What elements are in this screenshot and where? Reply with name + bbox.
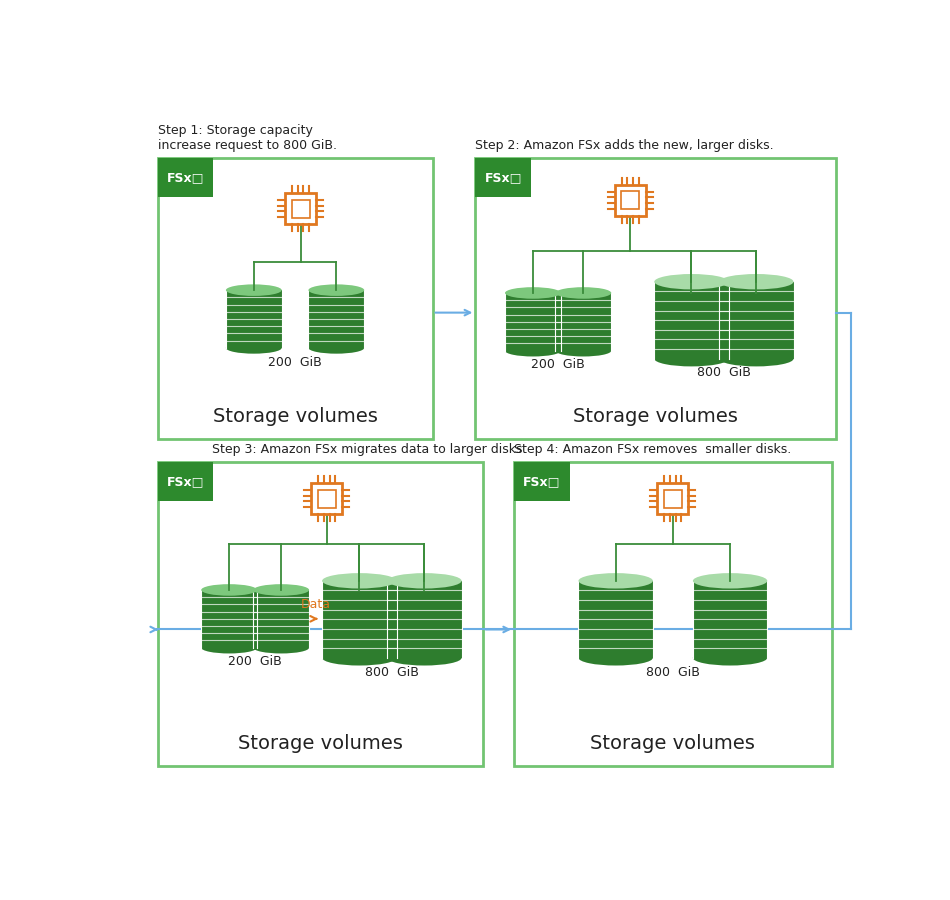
Bar xyxy=(158,463,483,767)
Bar xyxy=(292,200,310,218)
Text: 800  GiB: 800 GiB xyxy=(697,366,750,380)
Text: Storage volumes: Storage volumes xyxy=(213,407,377,426)
Bar xyxy=(388,580,462,658)
Ellipse shape xyxy=(201,642,257,653)
Bar xyxy=(285,194,316,224)
Text: FSx□: FSx□ xyxy=(166,171,204,184)
Ellipse shape xyxy=(322,650,396,665)
Ellipse shape xyxy=(556,345,611,356)
Bar xyxy=(693,580,768,658)
Bar xyxy=(475,158,531,196)
Ellipse shape xyxy=(505,345,560,356)
Bar xyxy=(317,490,335,508)
Bar xyxy=(719,282,793,359)
Bar xyxy=(312,483,342,514)
Ellipse shape xyxy=(201,584,257,596)
Bar xyxy=(657,483,689,514)
Bar xyxy=(615,184,646,216)
Ellipse shape xyxy=(254,642,309,653)
Bar xyxy=(664,490,682,508)
Text: 800  GiB: 800 GiB xyxy=(646,665,700,679)
Bar xyxy=(309,290,364,348)
Bar xyxy=(621,192,639,209)
Text: Storage volumes: Storage volumes xyxy=(591,734,755,752)
Bar xyxy=(158,463,214,500)
Text: Step 2: Amazon FSx adds the new, larger disks.: Step 2: Amazon FSx adds the new, larger … xyxy=(475,139,774,152)
Ellipse shape xyxy=(693,650,768,665)
Bar xyxy=(226,290,282,348)
Ellipse shape xyxy=(579,650,653,665)
Ellipse shape xyxy=(579,573,653,589)
Text: FSx□: FSx□ xyxy=(523,475,560,488)
Ellipse shape xyxy=(388,650,462,665)
Bar xyxy=(322,580,396,658)
Text: FSx□: FSx□ xyxy=(484,171,522,184)
Text: FSx□: FSx□ xyxy=(166,475,204,488)
Text: Data: Data xyxy=(300,598,331,611)
Ellipse shape xyxy=(556,287,611,299)
Text: Storage volumes: Storage volumes xyxy=(238,734,403,752)
Bar xyxy=(505,293,560,351)
Ellipse shape xyxy=(309,284,364,296)
Ellipse shape xyxy=(388,573,462,589)
Bar xyxy=(514,463,832,767)
Ellipse shape xyxy=(655,274,729,290)
Bar xyxy=(201,590,257,648)
Bar xyxy=(579,580,653,658)
Bar xyxy=(514,463,570,500)
Text: 200  GiB: 200 GiB xyxy=(268,356,322,369)
Ellipse shape xyxy=(719,274,793,290)
Text: Step 1: Storage capacity
increase request to 800 GiB.: Step 1: Storage capacity increase reques… xyxy=(158,124,336,152)
Bar xyxy=(655,282,729,359)
Ellipse shape xyxy=(655,351,729,366)
Bar xyxy=(475,158,836,439)
Bar xyxy=(556,293,611,351)
Ellipse shape xyxy=(719,351,793,366)
Text: 200  GiB: 200 GiB xyxy=(531,358,585,372)
Ellipse shape xyxy=(505,287,560,299)
Text: Step 3: Amazon FSx migrates data to larger disks.: Step 3: Amazon FSx migrates data to larg… xyxy=(212,443,526,456)
Text: Step 4: Amazon FSx removes  smaller disks.: Step 4: Amazon FSx removes smaller disks… xyxy=(514,443,791,456)
Text: 200  GiB: 200 GiB xyxy=(228,655,282,669)
Bar xyxy=(158,158,214,196)
Text: 800  GiB: 800 GiB xyxy=(365,665,419,679)
Bar xyxy=(158,158,432,439)
Text: Storage volumes: Storage volumes xyxy=(573,407,738,426)
Ellipse shape xyxy=(254,584,309,596)
Ellipse shape xyxy=(226,284,282,296)
Ellipse shape xyxy=(226,342,282,354)
Bar xyxy=(254,590,309,648)
Ellipse shape xyxy=(693,573,768,589)
Ellipse shape xyxy=(322,573,396,589)
Ellipse shape xyxy=(309,342,364,354)
